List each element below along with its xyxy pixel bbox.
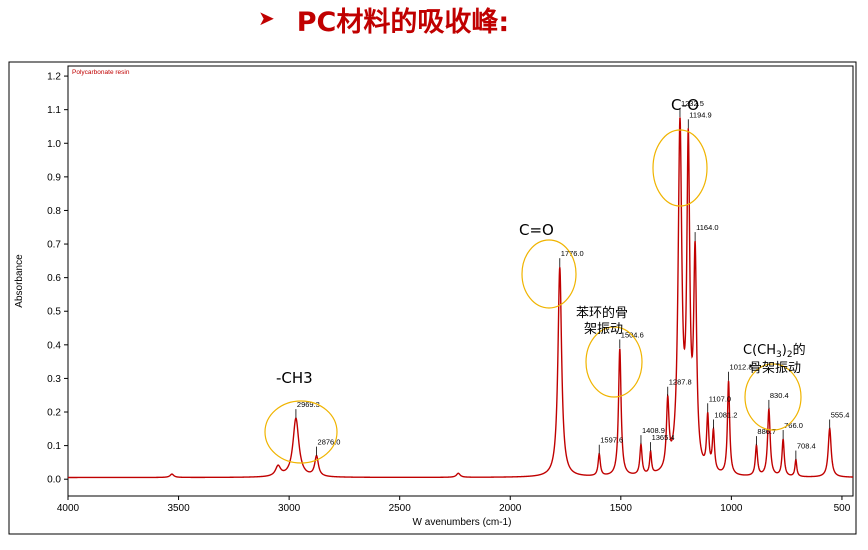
y-tick-label: 0.4 [47,340,61,351]
annotation-benzene-ring: 苯环的骨 架振动 [576,305,643,398]
y-tick-label: 0.8 [47,206,61,217]
peak-label: 1365.4 [652,433,675,442]
y-tick-label: 0.9 [47,172,61,183]
x-tick-label: 1500 [610,503,633,514]
peak-label: 1408.9 [642,426,665,435]
peak-label: 708.4 [797,442,816,451]
annotation-label-ch3: -CH3 [276,369,313,387]
peak-label: 1081.2 [714,410,737,419]
peak-label: 1232.5 [681,99,704,108]
y-tick-label: 0.5 [47,307,61,318]
peak-label: 830.4 [770,391,789,400]
x-tick-label: 3000 [278,503,301,514]
highlight-circle-cme2 [744,363,802,431]
peak-label: 1287.8 [669,378,692,387]
spectrum-line [68,117,853,479]
plot-area [67,65,854,497]
highlight-circle-c-double-o [521,239,577,309]
y-tick-label: 0.6 [47,273,61,284]
y-tick-label: 1.0 [47,139,61,150]
x-axis: 4000 3500 3000 2500 2000 1500 1000 500 [57,496,851,514]
slide-title: ➤ PC材料的吸收峰: [258,2,510,38]
annotation-c-single-o: C-O [652,96,708,207]
y-tick-label: 1.2 [47,72,61,83]
annotation-cme2: C(CH3)2的 骨架振动 [743,342,806,431]
peak-label: 1164.0 [696,223,718,232]
annotation-label-ring-line2: 架振动 [584,322,623,337]
annotation-label-cme2-line2: 骨架振动 [749,361,801,376]
annotation-label-cme2-line1: C(CH3)2的 [743,342,806,360]
x-tick-label: 1000 [720,503,743,514]
annotation-c-double-o: C=O [519,221,577,309]
peak-label: 2969.3 [297,400,320,409]
y-tick-label: 0.7 [47,240,61,251]
peak-label: 766.0 [784,421,803,430]
chart-outer-frame [8,61,857,535]
slide-title-text: PC材料的吸收峰: [296,6,510,38]
x-tick-label: 500 [834,503,851,514]
x-axis-label: W avenumbers (cm-1) [413,517,512,528]
peak-label: 1194.9 [689,110,711,119]
peak-label: 2876.0 [318,438,341,447]
peak-label: 886.7 [757,427,776,436]
annotation-label-c-double-o: C=O [519,221,554,239]
x-tick-label: 3500 [167,503,190,514]
y-tick-label: 0.2 [47,408,61,419]
peak-labels: 2969.32876.01776.01597.61504.61408.91365… [295,99,850,460]
y-tick-label: 1.1 [47,105,61,116]
peak-label: 555.4 [831,410,850,419]
highlight-circle-benzene-ring [585,326,643,398]
y-tick-label: 0.0 [47,475,61,486]
peak-label: 1597.6 [600,436,623,445]
annotation-label-ring-line1: 苯环的骨 [576,305,628,321]
highlight-circle-ch3 [264,400,338,464]
x-tick-label: 4000 [57,503,80,514]
peak-label: 1012.8 [730,363,753,372]
x-tick-label: 2500 [389,503,412,514]
peak-label: 1107.0 [709,394,731,403]
annotation-label-c-single-o: C-O [671,96,699,114]
annotation-ch3: -CH3 [264,369,338,464]
arrow-bullet-icon: ➤ [258,8,275,30]
y-axis-label: Absorbance [14,254,25,308]
peak-label: 1776.0 [561,249,584,258]
y-tick-label: 0.3 [47,374,61,385]
x-tick-label: 2000 [499,503,522,514]
highlight-circle-c-single-o [652,129,708,207]
y-axis: 0.0 0.1 0.2 0.3 0.4 0.5 0.6 0.7 0.8 0.9 1.0 1.1 1.2 [47,72,68,486]
chart-title: Polycarbonate resin [72,69,130,76]
y-tick-label: 0.1 [47,441,61,452]
